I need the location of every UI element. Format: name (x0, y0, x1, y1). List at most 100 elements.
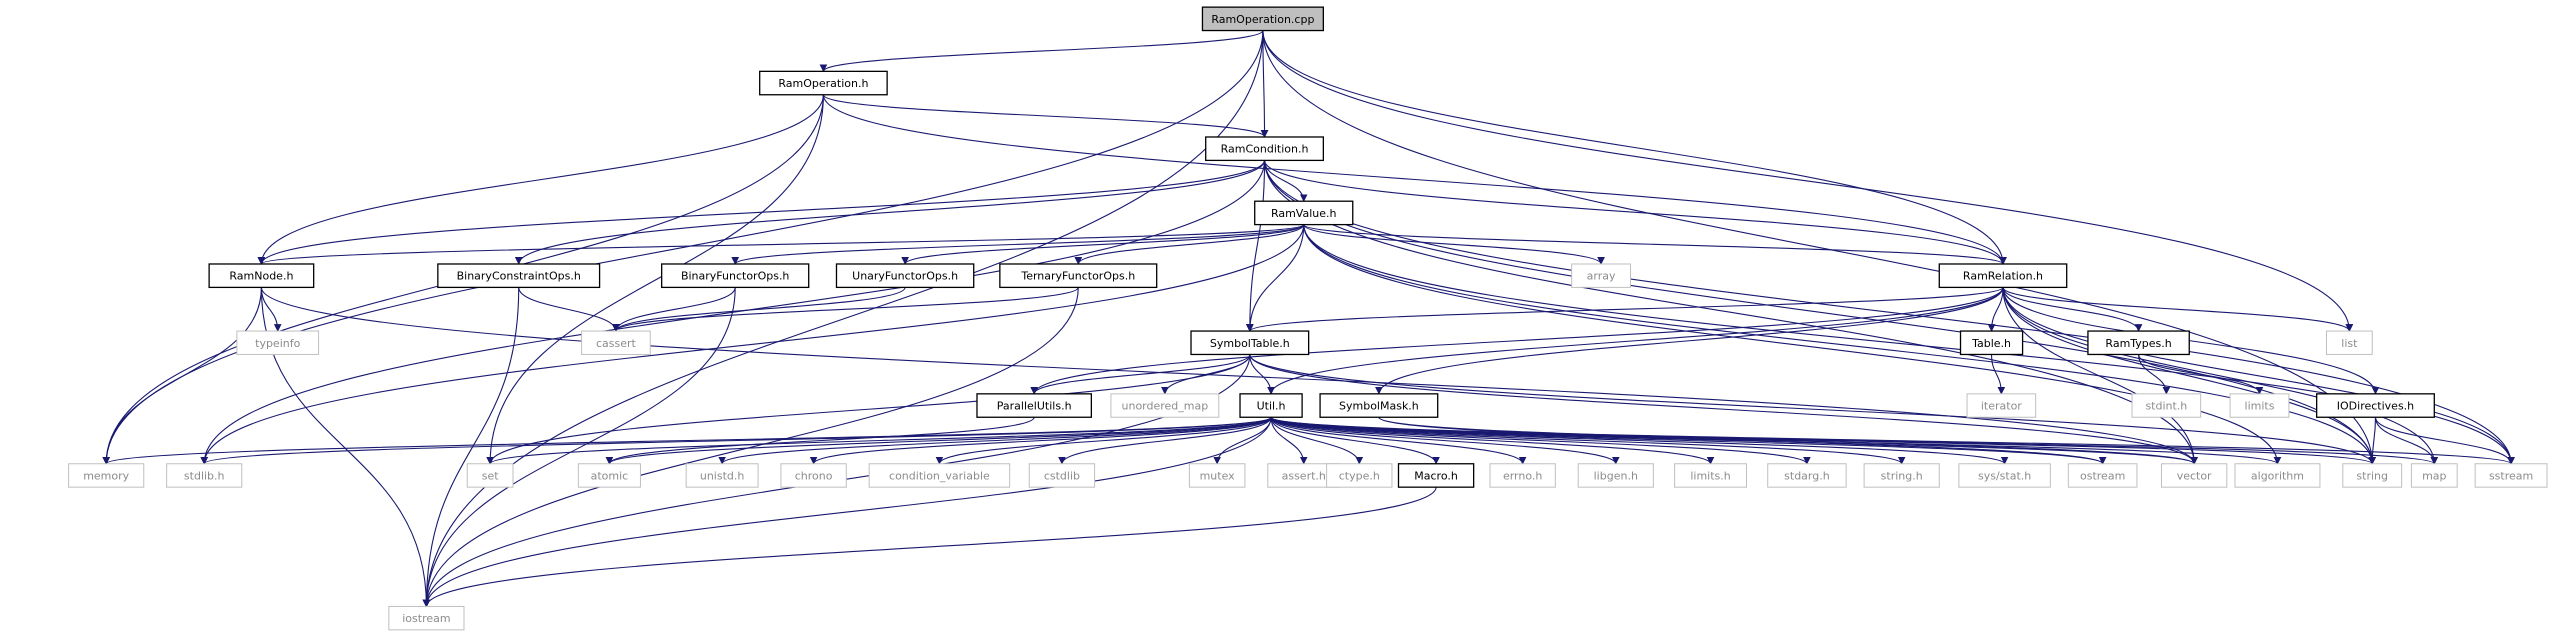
node-binary-constraint-ops-h[interactable]: BinaryConstraintOps.h (437, 263, 601, 289)
edge-ram_value_h-to-string (1303, 224, 2377, 465)
edge-util_h-to-memory (102, 416, 1272, 465)
node-unordered-map: unordered_map (1110, 393, 1220, 418)
node-box (999, 263, 1158, 289)
edge-ram_relation_h-to-vector (2002, 287, 2198, 465)
node-macro-h[interactable]: Macro.h (1397, 463, 1475, 488)
node-label: IODirectives.h (2337, 400, 2414, 413)
node-string-h: string.h (1863, 463, 1940, 488)
node-label: iostream (402, 612, 450, 625)
edge-ram_value_h-to-ram_relation_h (1303, 224, 2007, 265)
node-libgen-h: libgen.h (1577, 463, 1654, 488)
edge-util_h-to-set (486, 416, 1272, 465)
node-iterator: iterator (1966, 393, 2037, 418)
node-label: libgen.h (1594, 469, 1638, 482)
node-symbol-table-h[interactable]: SymbolTable.h (1190, 330, 1310, 356)
node-label: string.h (1881, 469, 1923, 482)
edge-ram_value_h-to-sstream (1303, 224, 2515, 465)
node-box (2160, 463, 2228, 488)
node-stdint-h: stdint.h (2131, 393, 2202, 418)
node-label: set (482, 469, 499, 482)
edge-ternary_functor_ops_h-to-iostream (422, 287, 1079, 608)
node-ram-types-h[interactable]: RamTypes.h (2087, 330, 2190, 356)
node-box (1958, 463, 2051, 488)
node-box (1571, 263, 1631, 288)
node-symbol-mask-h[interactable]: SymbolMask.h (1319, 393, 1439, 418)
edge-ram_operation_h-to-set (486, 94, 824, 465)
edge-ram_value_h-to-algorithm (1303, 224, 2282, 465)
node-label: ctype.h (1339, 469, 1380, 482)
edge-symbol_table_h-to-string (1249, 354, 2376, 465)
node-box (166, 463, 243, 488)
edge-ram_operation_cpp-to-ram_operation_h (819, 30, 1264, 73)
node-ram-operation-cpp[interactable]: RamOperation.cpp (1201, 6, 1324, 32)
edge-ram_operation_h-to-ram_node_h (257, 94, 824, 265)
edge-symbol_table_h-to-vector (1249, 354, 2198, 465)
edge-ram_condition_h-to-sstream (1263, 160, 2515, 465)
node-label: list (2341, 337, 2358, 350)
node-box (236, 330, 320, 355)
edge-io_directives_h-to-sstream (2374, 417, 2515, 465)
node-box (1767, 463, 1847, 488)
node-util-h[interactable]: Util.h (1239, 393, 1303, 418)
node-box (1326, 463, 1393, 488)
node-binary-functor-ops-h[interactable]: BinaryFunctorOps.h (661, 263, 810, 289)
edge-util_h-to-limits_h (1270, 416, 1715, 465)
node-box (976, 393, 1093, 418)
edge-ram_types_h-to-stdint_h (2138, 354, 2171, 395)
edge-ram_relation_h-to-symbol_table_h (1246, 286, 2004, 332)
node-box (2067, 463, 2138, 488)
node-unary-functor-ops-h[interactable]: UnaryFunctorOps.h (835, 263, 975, 289)
edge-ram_relation_h-to-sstream (2002, 287, 2515, 465)
edge-binary_constraint_ops_h-to-cassert (518, 287, 620, 332)
node-box (1188, 463, 1246, 488)
node-atomic: atomic (577, 463, 641, 488)
node-ternary-functor-ops-h[interactable]: TernaryFunctorOps.h (999, 263, 1158, 289)
node-table-h[interactable]: Table.h (1959, 330, 2024, 356)
edge-util_h-to-errno_h (1270, 417, 1527, 465)
node-condition-variable: condition_variable (868, 463, 1011, 488)
edge-symbol_mask_h-to-ostream (1378, 416, 2107, 465)
node-ram-condition-h[interactable]: RamCondition.h (1205, 136, 1324, 162)
node-box (2316, 393, 2435, 418)
edge-util_h-to-atomic (605, 416, 1272, 465)
node-ram-value-h[interactable]: RamValue.h (1254, 200, 1354, 226)
node-box (1254, 200, 1354, 226)
node-iostream: iostream (388, 605, 465, 631)
edge-ram_operation_h-to-ram_condition_h (822, 94, 1269, 138)
node-box (466, 463, 514, 488)
node-label: SymbolMask.h (1339, 400, 1419, 413)
edge-util_h-to-sys_stat_h (1270, 416, 2009, 465)
edge-util_h-to-cstdlib (1058, 417, 1272, 465)
node-unistd-h: unistd.h (685, 463, 759, 488)
node-box (1397, 463, 1475, 488)
node-ram-operation-h[interactable]: RamOperation.h (759, 70, 888, 96)
edge-ram_relation_h-to-list (2002, 286, 2354, 332)
edge-util_h-to-assert_h (1270, 417, 1308, 465)
node-box (1110, 393, 1220, 418)
node-stdlib-h: stdlib.h (166, 463, 243, 488)
node-parallel-utils-h[interactable]: ParallelUtils.h (976, 393, 1093, 418)
node-cassert: cassert (581, 330, 651, 355)
edge-ram_types_h-to-limits (2138, 354, 2264, 395)
node-label: condition_variable (889, 469, 990, 482)
edge-ram_relation_h-to-map (2002, 287, 2439, 465)
node-cstdlib: cstdlib (1028, 463, 1096, 488)
node-ram-relation-h[interactable]: RamRelation.h (1938, 263, 2068, 289)
node-box (437, 263, 601, 289)
node-label: algorithm (2251, 469, 2304, 482)
node-ram-node-h[interactable]: RamNode.h (208, 263, 315, 289)
node-stdarg-h: stdarg.h (1767, 463, 1847, 488)
node-label: memory (83, 469, 129, 482)
node-assert-h: assert.h (1267, 463, 1341, 488)
node-label: RamNode.h (229, 270, 293, 283)
graph-nodes: RamOperation.cpp RamOperation.h RamConditi… (68, 6, 2548, 631)
node-io-directives-h[interactable]: IODirectives.h (2316, 393, 2435, 418)
node-label: string (2356, 469, 2388, 482)
node-box (1190, 330, 1310, 356)
node-limits-h: limits.h (1674, 463, 1747, 488)
node-box (581, 330, 651, 355)
node-algorithm: algorithm (2234, 463, 2321, 488)
edge-ram_node_h-to-vector (260, 287, 2198, 465)
node-box (661, 263, 810, 289)
node-label: vector (2177, 469, 2212, 482)
